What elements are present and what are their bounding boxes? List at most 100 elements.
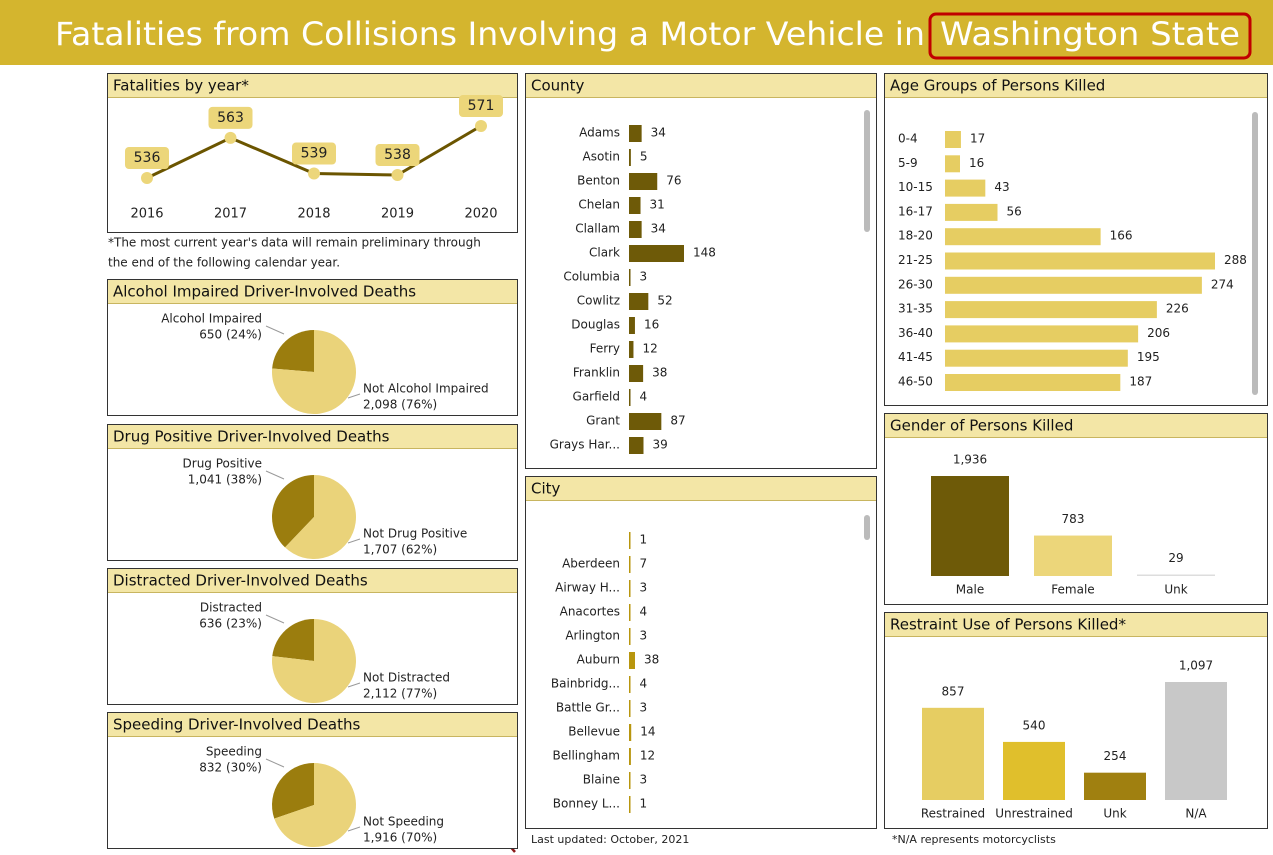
data-label: 187	[1129, 375, 1152, 389]
data-label: 148	[693, 246, 716, 260]
panel-title: Gender of Persons Killed	[890, 417, 1073, 435]
category-label: 0-4	[898, 132, 918, 146]
leader-line	[347, 682, 361, 688]
bar	[629, 413, 662, 430]
bar	[629, 628, 631, 645]
category-label: Airway H...	[555, 581, 620, 595]
label-box	[208, 106, 253, 129]
label-box	[292, 142, 336, 165]
slice-label: Not Alcohol Impaired	[363, 382, 489, 396]
slice-label: Alcohol Impaired	[161, 312, 262, 326]
category-label: Franklin	[573, 366, 620, 380]
category-label: 46-50	[898, 375, 933, 389]
pie-slice	[272, 619, 357, 703]
bar	[629, 317, 635, 334]
category-label: Bonney L...	[553, 797, 620, 811]
bar	[629, 365, 644, 382]
data-label: 539	[301, 146, 328, 162]
bar	[1137, 574, 1215, 576]
category-label: Anacortes	[560, 605, 620, 619]
data-label: 195	[1137, 350, 1160, 364]
footer-note: *N/A represents motorcyclists	[892, 833, 1056, 846]
data-label: 5	[640, 150, 648, 164]
bar	[629, 580, 631, 597]
category-label: Unk	[1164, 583, 1187, 597]
slice-value: 2,098 (76%)	[363, 398, 437, 412]
slice-value: 636 (23%)	[199, 617, 262, 631]
data-label: 34	[651, 126, 666, 140]
pie-slice	[272, 619, 314, 661]
point	[475, 120, 487, 132]
scrollbar	[864, 110, 870, 232]
label-box	[375, 144, 420, 167]
category-label: Male	[956, 583, 984, 597]
leader-line	[347, 826, 361, 832]
category-label: 21-25	[898, 253, 933, 267]
data-label: 16	[644, 318, 659, 332]
category-label: 31-35	[898, 302, 933, 316]
label-box	[459, 95, 503, 117]
point	[391, 169, 404, 182]
bar	[629, 652, 635, 669]
footnote: *The most current year's data will remai…	[108, 236, 481, 250]
panel-header	[885, 74, 1267, 97]
panel-header	[526, 74, 876, 97]
panel-header	[108, 280, 517, 303]
data-label: 536	[134, 150, 161, 166]
data-label: 29	[1168, 551, 1183, 565]
category-label: Clallam	[575, 222, 620, 236]
category-label: Adams	[579, 126, 620, 140]
data-label: 571	[468, 98, 495, 114]
bar	[629, 796, 631, 813]
slice-value: 1,916 (70%)	[363, 831, 437, 845]
data-label: 1	[640, 533, 648, 547]
bar	[629, 604, 631, 621]
panel-title: Age Groups of Persons Killed	[890, 77, 1105, 95]
data-label: 3	[640, 629, 648, 643]
panel-header	[108, 569, 517, 592]
point	[141, 172, 153, 184]
data-label: 288	[1224, 253, 1247, 267]
data-label: 16	[969, 156, 984, 170]
bar	[945, 349, 1128, 367]
leader-line	[265, 614, 285, 624]
bar	[945, 276, 1202, 294]
bar	[945, 131, 961, 148]
bar	[922, 707, 984, 800]
category-label: Bainbridg...	[551, 677, 620, 691]
data-label: 3	[640, 701, 648, 715]
slice-value: 2,112 (77%)	[363, 687, 437, 701]
data-label: 17	[970, 132, 985, 146]
slice-label: Drug Positive	[183, 457, 262, 471]
data-label: 166	[1110, 229, 1133, 243]
category-label: Unk	[1103, 807, 1126, 821]
category-label: 41-45	[898, 350, 933, 364]
category-label: 18-20	[898, 229, 933, 243]
data-label: 14	[640, 725, 655, 739]
panel-title: Fatalities by year*	[113, 77, 249, 95]
category-label: Chelan	[578, 198, 620, 212]
category-label: Garfield	[573, 390, 620, 404]
point	[224, 131, 237, 144]
category-label: Female	[1051, 583, 1094, 597]
highlight-box	[928, 12, 1252, 60]
slice-value: 832 (30%)	[199, 761, 262, 775]
panel-header	[885, 414, 1267, 437]
pie-slice	[285, 475, 357, 559]
data-label: 1,936	[953, 453, 987, 467]
category-label: 5-9	[898, 156, 918, 170]
panel-header	[885, 613, 1267, 636]
pie-slice	[272, 329, 356, 414]
category-label: Asotin	[583, 150, 620, 164]
panel-title: City	[531, 480, 561, 498]
category-label: Arlington	[565, 629, 620, 643]
leader-line	[265, 325, 285, 335]
x-tick-label: 2016	[130, 207, 163, 222]
panel-header	[108, 74, 517, 97]
x-tick-label: 2019	[381, 207, 414, 222]
data-label: 38	[644, 653, 659, 667]
data-label: 39	[652, 438, 667, 452]
leader-line	[265, 758, 285, 768]
category-label: Battle Gr...	[556, 701, 620, 715]
